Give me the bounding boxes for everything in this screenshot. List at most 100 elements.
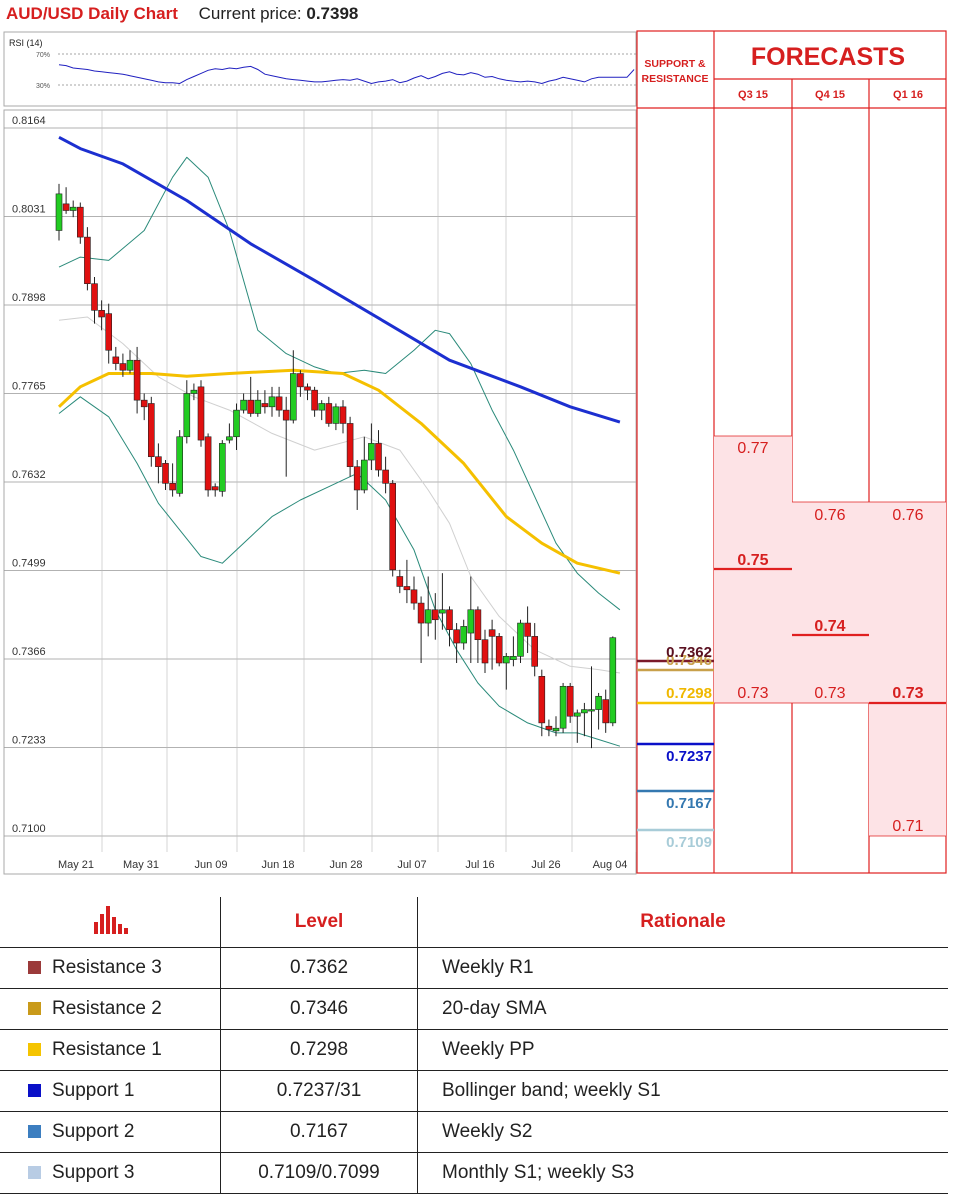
bollinger-lower-line [58,396,621,747]
candle-bull [559,685,567,729]
rationale-header: Rationale [417,897,948,948]
candle-bull [240,399,247,411]
candle-bear [275,396,283,411]
chart-title: AUD/USD Daily Chart [6,4,178,23]
candle-bull [595,695,602,710]
q1-top: 0.76 [892,507,923,524]
candle-bull [126,359,134,371]
current-price-value: 0.7398 [306,4,359,23]
bollinger-middle-line [58,316,620,674]
x-tick-label: Jun 09 [194,859,227,871]
y-tick-label: 0.7366 [12,646,46,658]
candle-bear [325,403,333,424]
candle-bear [474,609,482,641]
candle-bear [77,206,84,238]
level-name-cell: Resistance 2 [0,988,221,1030]
level-name-cell: Support 3 [0,1152,221,1194]
level-name-cell: Resistance 1 [0,1029,221,1071]
candle-bear [297,373,304,388]
level-value: 0.7298 [220,1029,418,1071]
candle-bull [439,609,446,614]
candle-bull [502,656,510,664]
y-tick-label: 0.7632 [12,469,46,481]
candle-bull [368,443,375,461]
bar-chart-icon [94,906,128,934]
candle-bull [69,206,77,211]
level-name: Resistance 1 [52,1039,162,1060]
x-tick-label: Aug 04 [593,859,628,871]
candle-bear [311,389,318,411]
candle-bull [573,712,581,717]
q1-range [869,502,946,836]
candle-bull [254,399,262,414]
candle-bear [524,622,531,637]
candle-bear [247,399,254,414]
candle-bull [517,622,524,657]
level-swatch [28,1125,41,1138]
candle-bull [226,436,233,441]
q1-bot: 0.71 [892,818,923,835]
level-value: 0.7346 [220,988,418,1030]
candle-bull [190,389,198,394]
candle-bear [453,629,460,644]
bollinger-upper-line [58,156,621,611]
candle-bull [183,393,191,438]
candle-bear [353,466,361,491]
x-tick-label: Jul 26 [531,859,560,871]
x-tick-label: Jun 18 [261,859,294,871]
level-name: Support 2 [52,1121,135,1142]
candle-bear [339,406,347,424]
candle-bear [98,310,105,318]
x-axis-labels: May 21 May 31 Jun 09 Jun 18 Jun 28 Jul 07 Jul … [58,859,627,871]
candle-bull [332,406,340,424]
y-tick-label: 0.7499 [12,558,46,570]
candle-bear [133,359,141,401]
y-tick-label: 0.8164 [12,115,46,127]
current-price: Current price: 0.7398 [199,4,359,23]
forecast-panel: SUPPORT & RESISTANCE FORECASTS Q3 15 Q4 … [636,30,947,874]
level-swatch [28,961,41,974]
current-price-label: Current price: [198,4,302,23]
candle-bear [84,236,91,285]
candle-bull [510,656,517,660]
y-tick-label: 0.8031 [12,204,46,216]
rsi-level-30: 30% [36,83,50,90]
level-name: Support 3 [52,1162,135,1183]
candle-bear [545,725,553,730]
y-tick-label: 0.7765 [12,381,46,393]
candle-bear [495,636,503,664]
aud-usd-chart: RSI (14) 70% 30% 0.8164 0.8031 0.7898 0.776… [3,30,947,875]
candle-bear [531,636,539,667]
candle-bull [460,626,468,644]
rsi-label: RSI (14) [9,38,43,48]
level-rationale: 20-day SMA [417,988,948,1030]
q4-mid: 0.74 [814,618,845,635]
candle-bear [155,456,162,467]
candle-bull [219,443,226,492]
candle-bear [382,469,389,484]
sr-label-r2: 0.7346 [666,652,712,669]
candle-bear [538,676,546,724]
q4-top: 0.76 [814,507,845,524]
rsi-line [58,64,635,85]
candle-bear [119,363,127,371]
rsi-panel: RSI (14) 70% 30% [3,31,637,107]
level-swatch [28,1166,41,1179]
levels-table-body: Resistance 3 0.7362 Weekly R1 Resistance 2 0… [0,947,948,1194]
col-q1: Q1 16 [893,89,923,101]
candle-bear [446,609,453,631]
level-rationale: Weekly R1 [417,947,948,989]
candle-bull [55,193,63,231]
candle-bear [105,313,112,351]
q3-mid: 0.75 [737,552,768,569]
level-rationale: Monthly S1; weekly S3 [417,1152,948,1194]
candle-bear [566,685,574,717]
level-name-cell: Support 2 [0,1111,221,1153]
levels-table: Level Rationale Resistance 3 0.7362 Weekly… [0,897,948,1194]
levels-table-row: Resistance 3 0.7362 Weekly R1 [0,947,948,989]
level-rationale: Weekly PP [417,1029,948,1071]
candle-bull [360,459,368,491]
sr-levels: 0.7346 0.7362 0.7298 0.7237 0.7167 0.710… [637,644,714,851]
candle-bear [602,699,610,724]
col-q4: Q4 15 [815,89,845,101]
